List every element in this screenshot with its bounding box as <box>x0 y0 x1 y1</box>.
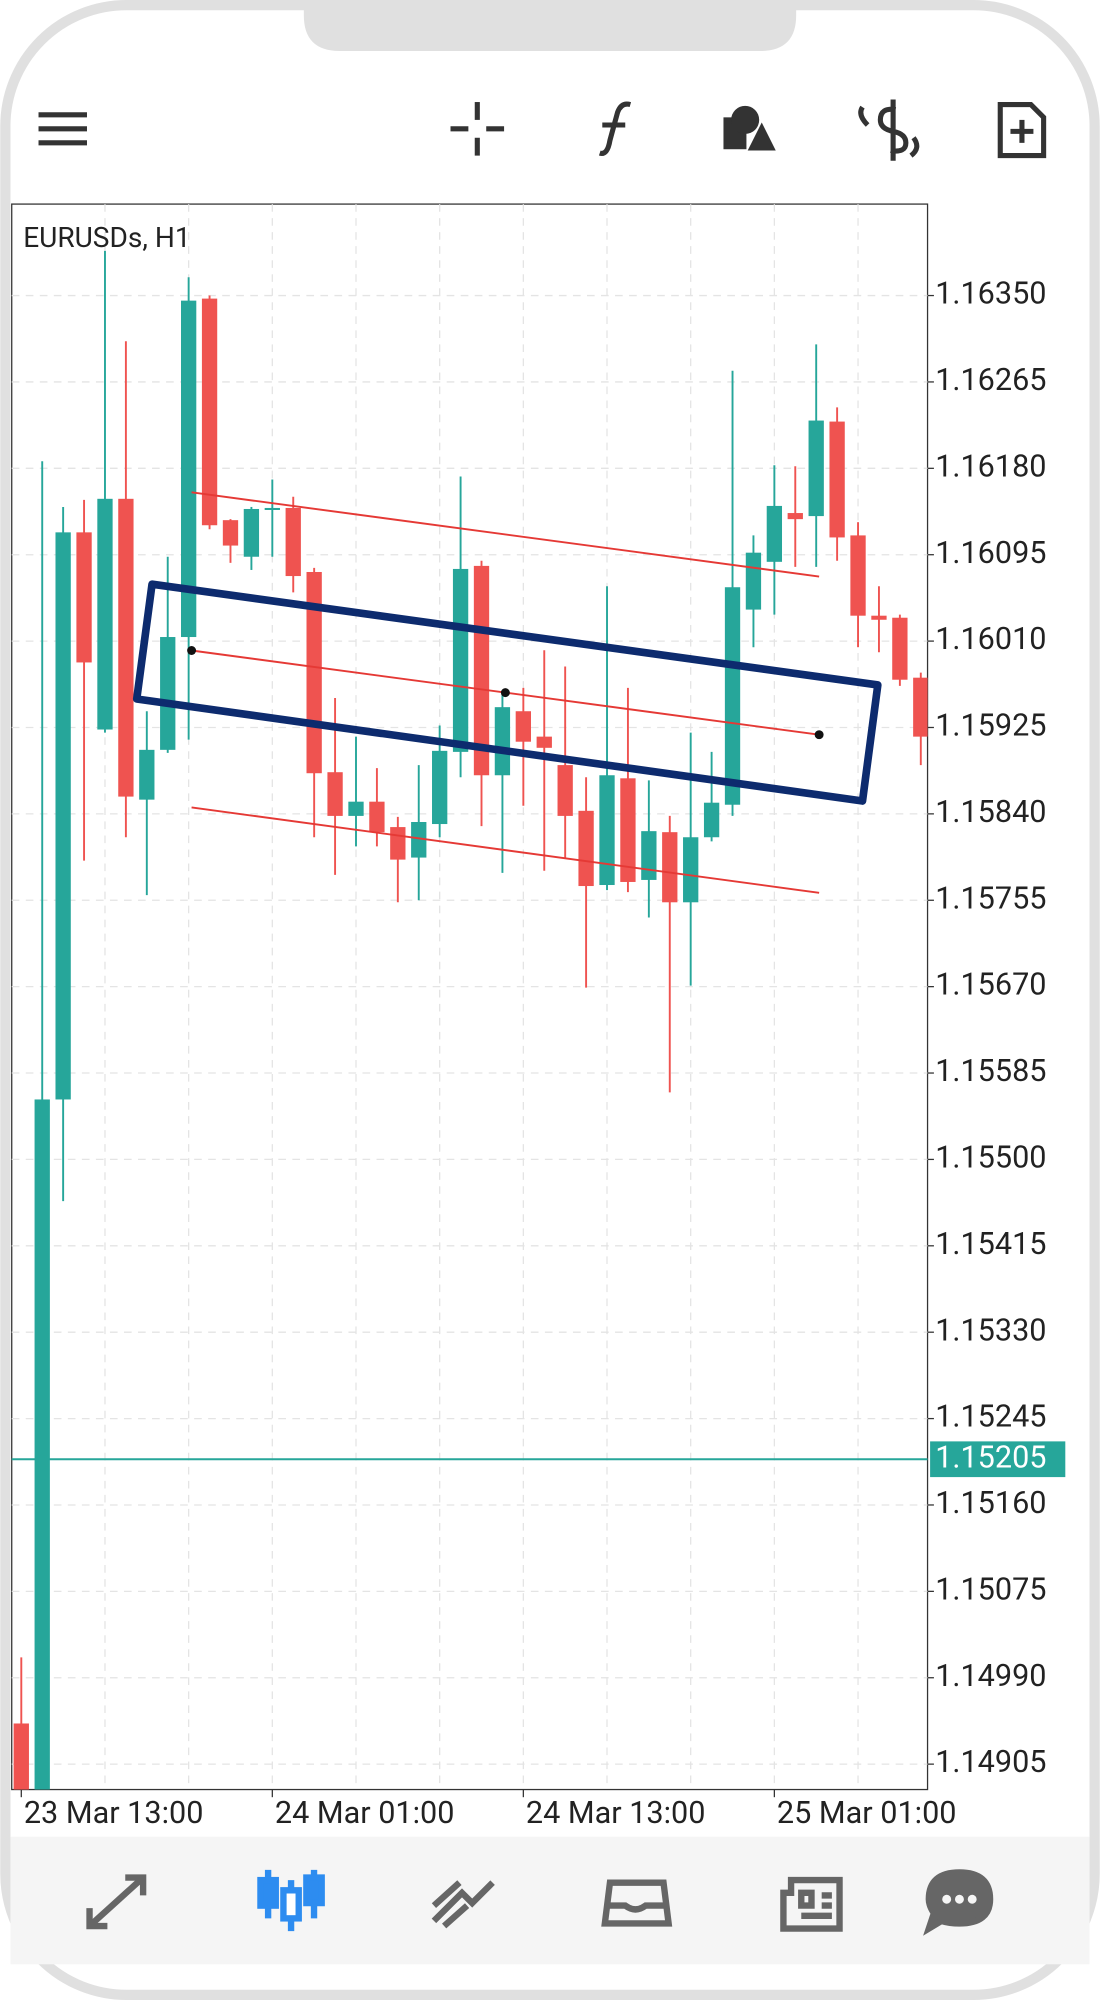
candle-body <box>180 300 197 638</box>
candle-body <box>222 520 239 546</box>
last-price-label: 1.15205 <box>935 1440 1046 1475</box>
candle-body <box>76 532 92 663</box>
candle-body <box>536 736 552 748</box>
y-tick-label: 1.15500 <box>935 1141 1046 1176</box>
candle-body <box>139 749 155 800</box>
crosshair-button[interactable] <box>450 102 505 156</box>
candle-body <box>683 837 699 903</box>
candle-body <box>327 772 343 816</box>
candle-body <box>557 765 573 816</box>
y-tick-label: 1.15160 <box>935 1486 1046 1521</box>
candle-body <box>118 498 134 797</box>
x-tick-label: 24 Mar 13:00 <box>526 1796 706 1831</box>
objects-button[interactable] <box>723 105 776 151</box>
chat-tab[interactable] <box>923 1869 994 1936</box>
candle-body <box>703 802 720 838</box>
quotes-tab[interactable] <box>86 1874 147 1930</box>
x-tick-label: 24 Mar 01:00 <box>275 1796 455 1831</box>
candle-body <box>724 587 741 805</box>
channel-object <box>187 491 824 894</box>
candles <box>13 250 928 1790</box>
candle-body <box>55 532 71 1100</box>
y-tick-label: 1.15840 <box>935 795 1046 830</box>
candle-body <box>913 677 928 737</box>
news-tab[interactable] <box>780 1876 843 1932</box>
y-tick-label: 1.15245 <box>935 1400 1046 1435</box>
y-tick-label: 1.15075 <box>935 1572 1046 1607</box>
y-tick-label: 1.16010 <box>935 622 1046 657</box>
plot-frame <box>11 203 929 1791</box>
trade-button[interactable] <box>858 99 920 161</box>
x-tick-label: 25 Mar 01:00 <box>777 1796 957 1831</box>
axes: 1.16350 1.16265 1.16180 1.16095 1.16010 1.159… <box>11 277 1066 1831</box>
y-tick-label: 1.15755 <box>935 881 1046 916</box>
y-tick-label: 1.16095 <box>935 536 1046 571</box>
candle-body <box>808 420 824 517</box>
candle-body <box>411 822 427 858</box>
menu-button[interactable] <box>38 112 87 146</box>
candle-body <box>432 750 448 825</box>
candle-body <box>787 513 803 520</box>
candle-body <box>473 565 490 776</box>
y-tick-label: 1.15585 <box>935 1054 1046 1089</box>
y-tick-label: 1.14905 <box>935 1745 1046 1780</box>
y-tick-label: 1.16180 <box>935 449 1046 484</box>
y-tick-label: 1.16265 <box>935 363 1046 398</box>
y-tick-label: 1.15330 <box>935 1313 1046 1348</box>
y-tick-label: 1.16350 <box>935 277 1046 312</box>
candle-body <box>766 505 783 562</box>
symbol-label: EURUSDs, H1 <box>23 221 190 254</box>
candle-body <box>160 637 176 750</box>
candle-body <box>892 617 908 680</box>
new-order-button[interactable] <box>997 102 1047 159</box>
y-tick-label: 1.14990 <box>935 1659 1046 1694</box>
y-tick-label: 1.15415 <box>935 1227 1046 1262</box>
nav-icons <box>86 1869 994 1936</box>
y-tick-label: 1.15925 <box>935 709 1046 744</box>
indicators-button[interactable] <box>598 101 632 156</box>
x-tick-label: 23 Mar 13:00 <box>24 1796 204 1831</box>
candle-body <box>243 508 260 557</box>
trade-tab[interactable] <box>431 1880 495 1929</box>
candle-body <box>201 298 218 526</box>
candle-body <box>348 801 364 816</box>
y-tick-label: 1.15670 <box>935 968 1046 1003</box>
candle-body <box>745 552 762 610</box>
candle-body <box>850 535 866 616</box>
candle-body <box>452 568 469 752</box>
last-price-box <box>930 1441 1066 1478</box>
toolbar <box>38 99 1047 161</box>
candle-body <box>829 421 845 538</box>
candle-body <box>13 1723 29 1790</box>
candle-body <box>369 801 385 833</box>
candle-body <box>97 498 113 730</box>
candle-body <box>494 707 511 776</box>
history-tab[interactable] <box>601 1879 673 1927</box>
candle-body <box>620 778 636 882</box>
candle-body <box>515 711 531 742</box>
chart-tab[interactable] <box>257 1869 325 1932</box>
candle-body <box>578 810 594 887</box>
candle-body <box>264 507 280 510</box>
candle-body <box>390 827 406 860</box>
candle-body <box>285 507 301 577</box>
candle-body <box>599 775 615 886</box>
highlight-box <box>132 580 882 805</box>
notch <box>303 0 797 52</box>
candle-body <box>641 831 657 880</box>
candle-body <box>662 832 678 903</box>
bottom-nav <box>10 1836 1090 1965</box>
candle-body <box>34 1099 50 1790</box>
candle-body <box>871 615 887 620</box>
